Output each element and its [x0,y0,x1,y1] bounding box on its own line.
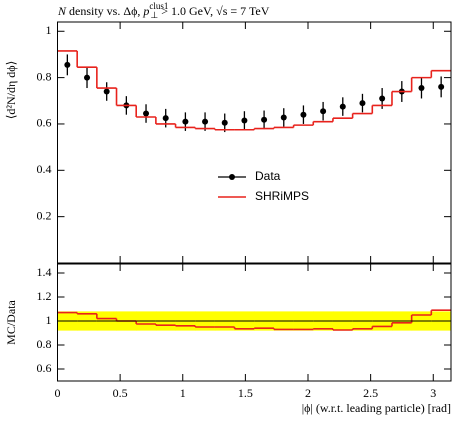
plot-area [57,309,451,331]
data-point [241,117,248,124]
data-point [182,118,189,125]
title-part: = 7 TeV [227,4,269,18]
y-tick-label: 0.2 [37,208,52,222]
y-tick-label: 1 [46,23,52,37]
y-tick-label: 0.6 [37,116,52,130]
y-axis-label: ⟨d²N/dη dϕ⟩ [4,61,18,120]
x-tick-label: 0 [55,386,61,400]
data-point [280,114,287,121]
y-tick-label: 1 [46,313,52,327]
data-point [261,116,268,123]
data-point [64,61,71,68]
frame [57,21,452,264]
data-point [202,118,209,125]
y-tick-label: 0.4 [37,162,52,176]
y-tick-label: 1.4 [37,265,52,279]
y-tick-label: 0.8 [37,337,52,351]
y-tick-label: 1.2 [37,289,52,303]
data-point [162,115,169,122]
data-point [379,95,386,102]
data-point [418,85,425,92]
y-tick-label: 0.8 [37,69,52,83]
x-tick-label: 0.5 [113,386,128,400]
legend-label: SHRiMPS [255,189,309,203]
title-part: clus1 [149,1,168,11]
frame [57,263,452,382]
legend-label: Data [255,169,281,183]
title-part: ⊥ [150,10,158,20]
data-point [359,100,366,107]
x-tick-label: 3 [430,386,436,400]
y-tick-label: 0.6 [37,361,52,375]
y-axis-label: MC/Data [4,300,18,345]
x-tick-label: 1.5 [238,386,253,400]
title-part: density vs. Δϕ, [66,4,143,18]
data-point [300,111,307,118]
data-point [339,103,346,110]
data-point [221,119,228,126]
x-tick-label: 2 [305,386,311,400]
data-point [438,83,445,90]
x-tick-label: 2.5 [363,386,378,400]
x-axis-label: |ϕ| (w.r.t. leading particle) [rad] [302,401,451,415]
legend-marker [229,174,235,180]
title-part: p [142,4,149,18]
title-part: N [57,4,67,18]
data-point [84,74,91,81]
plot-area [57,50,451,133]
data-point [320,108,327,115]
data-point [143,110,150,117]
data-point [103,88,110,95]
title-part: > 1.0 GeV, [158,4,216,18]
chart-title: N density vs. Δϕ, pclus1 ⊥ > 1.0 GeV, √s … [57,1,270,20]
title-part: √s [216,4,228,18]
x-tick-label: 1 [180,386,186,400]
